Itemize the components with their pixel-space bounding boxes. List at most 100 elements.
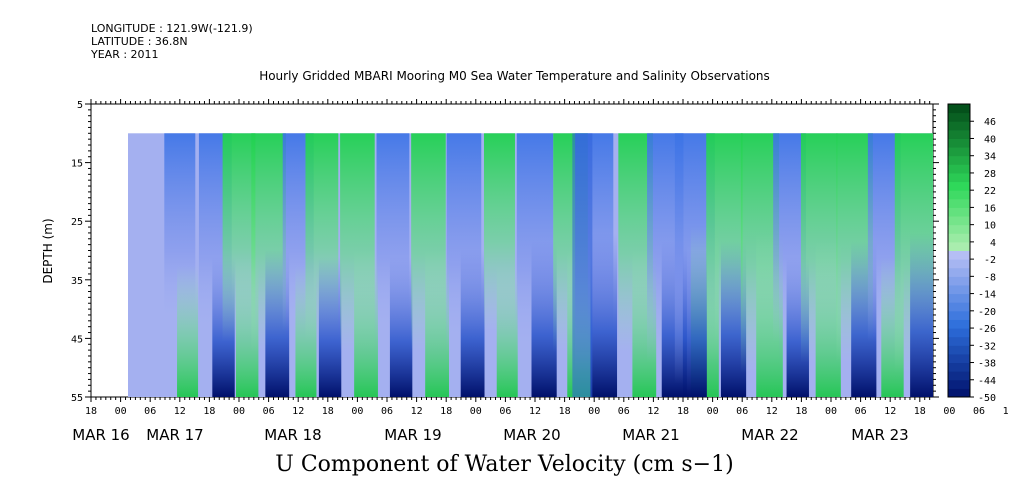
colorbar-swatch bbox=[948, 112, 970, 122]
field-deep-band bbox=[910, 233, 933, 397]
colorbar-tick-label: -50 bbox=[978, 393, 996, 404]
colorbar-swatch bbox=[948, 319, 970, 329]
colorbar-swatch bbox=[948, 302, 970, 312]
colorbar-swatch bbox=[948, 388, 970, 398]
colorbar-tick-label: 28 bbox=[984, 169, 996, 180]
colorbar-swatch bbox=[948, 328, 970, 338]
colorbar-tick-label: -44 bbox=[978, 376, 996, 387]
field-deep-core bbox=[682, 250, 707, 397]
colorbar-tick-label: 10 bbox=[984, 221, 996, 232]
colorbar-tick-label: -8 bbox=[984, 272, 996, 283]
longitude-label: LONGITUDE : 121.9W(-121.9) bbox=[91, 22, 253, 35]
x-tick-label: 00 bbox=[233, 406, 245, 417]
chart-subtitle: U Component of Water Velocity (cm s−1) bbox=[275, 452, 734, 477]
colorbar-swatch bbox=[948, 336, 970, 346]
colorbar-tick-label: -14 bbox=[978, 290, 996, 301]
y-axis: 5 15 25 35 45 55 bbox=[71, 100, 939, 404]
x-date-label: MAR 22 bbox=[741, 426, 798, 444]
heatmap-field bbox=[128, 133, 1009, 397]
colorbar-tick-label: 46 bbox=[984, 117, 996, 128]
field-core bbox=[572, 133, 593, 397]
field-deep-band bbox=[389, 257, 413, 397]
x-tick-label: 00 bbox=[115, 406, 127, 417]
x-tick-label: 18 bbox=[677, 406, 689, 417]
x-tick-label: 00 bbox=[707, 406, 719, 417]
x-tick-label: 12 bbox=[1003, 406, 1009, 417]
colorbar-tick-label: 34 bbox=[984, 152, 996, 163]
colorbar-tick-label: 16 bbox=[984, 203, 996, 214]
x-tick-label: 00 bbox=[943, 406, 955, 417]
colorbar-tick-label: -20 bbox=[978, 307, 996, 318]
latitude-label: LATITUDE : 36.8N bbox=[91, 35, 188, 48]
colorbar-swatch bbox=[948, 121, 970, 131]
x-tick-label: 06 bbox=[736, 406, 748, 417]
x-tick-label: 18 bbox=[440, 406, 452, 417]
colorbar-tick-label: 22 bbox=[984, 186, 996, 197]
colorbar-swatch bbox=[948, 181, 970, 191]
x-tick-label: 18 bbox=[322, 406, 334, 417]
colorbar-swatch bbox=[948, 276, 970, 286]
x-tick-label: 06 bbox=[381, 406, 393, 417]
colorbar-swatch bbox=[948, 147, 970, 157]
colorbar-tick-label: 4 bbox=[990, 238, 996, 249]
field-deep-band bbox=[590, 233, 618, 397]
x-tick-label: 18 bbox=[85, 406, 97, 417]
field-deep-band bbox=[177, 265, 199, 397]
colorbar-swatch bbox=[948, 371, 970, 381]
x-tick-label: 00 bbox=[470, 406, 482, 417]
x-date-label: MAR 18 bbox=[264, 426, 321, 444]
x-date-label: MAR 16 bbox=[72, 426, 129, 444]
colorbar-swatch bbox=[948, 267, 970, 277]
x-axis: 18 00 06 12 18 00 06 12 18 00 06 12 18 00 06 12 18 00 06 12… bbox=[72, 99, 1009, 444]
x-tick-label: 18 bbox=[914, 406, 926, 417]
colorbar-swatch bbox=[948, 155, 970, 165]
colorbar-swatch bbox=[948, 233, 970, 243]
x-date-label: MAR 21 bbox=[622, 426, 679, 444]
colorbar-tick-label: 40 bbox=[984, 134, 996, 145]
x-tick-label: 06 bbox=[618, 406, 630, 417]
colorbar-swatch bbox=[948, 138, 970, 148]
x-tick-label: 12 bbox=[529, 406, 541, 417]
colorbar-swatch bbox=[948, 164, 970, 174]
y-axis-label: DEPTH (m) bbox=[41, 218, 55, 283]
y-tick-label: 55 bbox=[71, 393, 83, 404]
y-tick-label: 45 bbox=[71, 334, 83, 345]
x-tick-label: 00 bbox=[351, 406, 363, 417]
x-tick-label: 06 bbox=[855, 406, 867, 417]
colorbar-swatch bbox=[948, 104, 970, 114]
x-date-label: MAR 17 bbox=[146, 426, 203, 444]
colorbar-swatch bbox=[948, 207, 970, 217]
y-tick-label: 35 bbox=[71, 276, 83, 287]
colorbar-swatch bbox=[948, 379, 970, 389]
field-deep-band bbox=[496, 265, 518, 397]
colorbar-swatch bbox=[948, 259, 970, 269]
colorbar-tick-label: -2 bbox=[984, 255, 996, 266]
colorbar-swatch bbox=[948, 198, 970, 208]
colorbar-tick-label: -32 bbox=[978, 341, 996, 352]
colorbar-tick-label: -38 bbox=[978, 359, 996, 370]
field-deep-band bbox=[460, 249, 485, 397]
colorbar-swatch bbox=[948, 216, 970, 226]
colorbar-frame bbox=[947, 103, 971, 398]
x-tick-label: 12 bbox=[884, 406, 896, 417]
colorbar-swatch bbox=[948, 310, 970, 320]
colorbar-tick-label: -26 bbox=[978, 324, 996, 335]
chart-title: Hourly Gridded MBARI Mooring M0 Sea Wate… bbox=[259, 69, 770, 83]
x-tick-label: 18 bbox=[559, 406, 571, 417]
colorbar-swatch bbox=[948, 172, 970, 183]
colorbar-swatch bbox=[948, 250, 970, 260]
field-band bbox=[1003, 133, 1009, 352]
x-tick-label: 00 bbox=[825, 406, 837, 417]
colorbar-swatch bbox=[948, 353, 970, 364]
field-deep-band bbox=[318, 257, 342, 397]
x-tick-label: 12 bbox=[647, 406, 659, 417]
x-tick-label: 12 bbox=[411, 406, 423, 417]
x-tick-label: 00 bbox=[588, 406, 600, 417]
colorbar-swatch bbox=[948, 224, 970, 234]
x-tick-label: 18 bbox=[795, 406, 807, 417]
x-tick-label: 12 bbox=[766, 406, 778, 417]
field-deep-band bbox=[354, 249, 378, 397]
x-date-label: MAR 20 bbox=[503, 426, 560, 444]
x-tick-label: 12 bbox=[174, 406, 186, 417]
